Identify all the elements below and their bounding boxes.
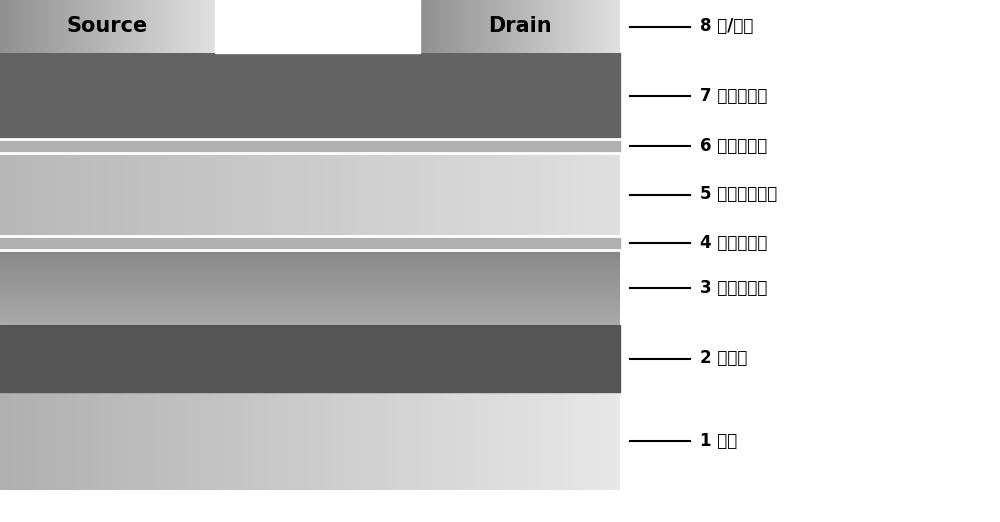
Bar xyxy=(0,53,620,139)
Bar xyxy=(215,0,420,53)
Text: 1 栅极: 1 栅极 xyxy=(700,432,737,450)
Text: Source: Source xyxy=(67,17,148,37)
Bar xyxy=(0,325,620,392)
Text: 3 电子传输层: 3 电子传输层 xyxy=(700,279,767,296)
Text: 2 绝缘层: 2 绝缘层 xyxy=(700,350,747,367)
Text: 5 量子点发光层: 5 量子点发光层 xyxy=(700,185,777,204)
Text: 4 第一介电层: 4 第一介电层 xyxy=(700,234,767,252)
Text: 7 空穴传输层: 7 空穴传输层 xyxy=(700,87,767,105)
Text: Drain: Drain xyxy=(488,17,552,37)
Text: 8 源/漏极: 8 源/漏极 xyxy=(700,18,753,35)
Bar xyxy=(0,236,620,250)
Text: 6 第二介电层: 6 第二介电层 xyxy=(700,137,767,155)
Bar xyxy=(0,139,620,153)
